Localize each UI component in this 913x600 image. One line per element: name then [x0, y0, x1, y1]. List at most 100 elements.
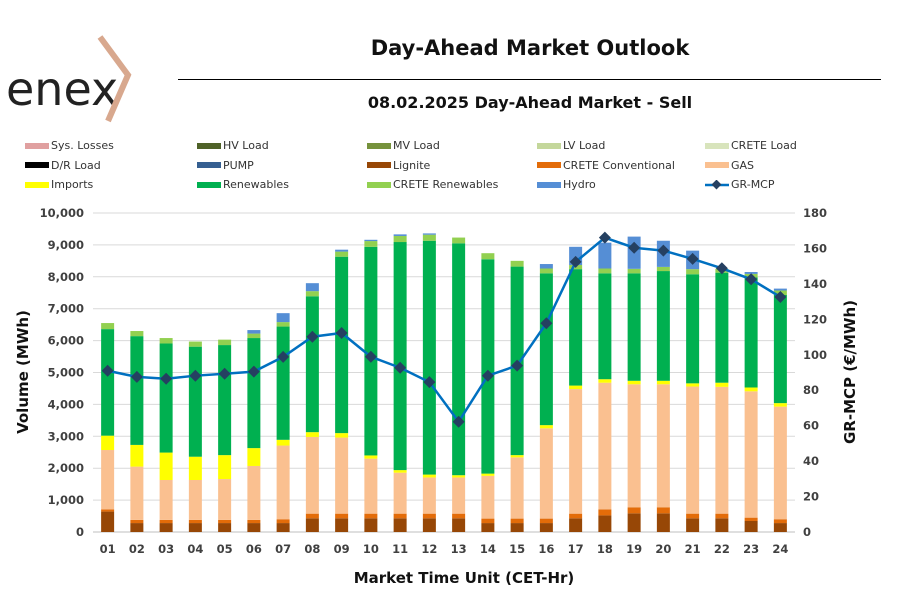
legend-swatch	[537, 142, 561, 149]
bar-imports-20	[656, 380, 670, 385]
bar-crete-renewables-12	[422, 234, 436, 241]
x-tick-label: 03	[158, 542, 174, 556]
bar-crete-renewables-09	[335, 251, 349, 257]
legend-item: CRETE Conventional	[537, 159, 675, 172]
legend-item: Renewables	[197, 178, 289, 191]
bar-lignite-02	[130, 523, 144, 532]
bar-lignite-10	[364, 518, 378, 532]
y2-tick-label: 80	[803, 383, 819, 397]
bar-crete-conventional-02	[130, 519, 144, 524]
legend-label: Sys. Losses	[51, 139, 114, 152]
legend-item: CRETE Renewables	[367, 178, 498, 191]
bar-gas-02	[130, 466, 144, 520]
legend-swatch	[367, 142, 391, 149]
bar-crete-conventional-13	[452, 513, 466, 519]
gr-mcp-point-17	[569, 255, 582, 268]
x-tick-label: 04	[187, 542, 203, 556]
gr-mcp-point-12	[423, 376, 436, 389]
legend-swatch	[537, 162, 561, 168]
legend-label: LV Load	[563, 139, 606, 152]
bar-lignite-24	[773, 523, 787, 532]
gr-mcp-point-21	[686, 252, 699, 265]
y-tick-label: 0	[76, 525, 84, 539]
bar-gas-15	[510, 457, 524, 519]
bar-renewables-23	[744, 277, 758, 388]
title-divider	[178, 79, 881, 80]
gr-mcp-point-20	[657, 244, 670, 257]
bar-renewables-06	[247, 338, 261, 449]
bar-imports-24	[773, 403, 787, 407]
x-tick-label: 01	[100, 542, 116, 556]
gr-mcp-point-11	[394, 361, 407, 374]
gr-mcp-point-02	[130, 370, 143, 383]
gr-mcp-point-23	[745, 273, 758, 286]
bar-lignite-17	[569, 518, 583, 532]
y-tick-label: 9,000	[48, 238, 84, 252]
bar-crete-conventional-15	[510, 518, 524, 524]
bar-crete-conventional-01	[101, 509, 115, 512]
gr-mcp-point-19	[628, 241, 641, 254]
bar-crete-renewables-13	[452, 237, 466, 244]
bar-lignite-22	[715, 518, 729, 532]
bar-gas-23	[744, 391, 758, 518]
legend-label: CRETE Conventional	[563, 158, 675, 172]
x-tick-label: 07	[275, 542, 291, 556]
bar-hydro-24	[773, 288, 787, 291]
bar-gas-24	[773, 406, 787, 520]
x-tick-label: 21	[685, 542, 701, 556]
y-tick-label: 3,000	[48, 429, 84, 443]
legend-item: CRETE Load	[705, 139, 797, 152]
x-tick-label: 12	[421, 542, 437, 556]
bar-crete-conventional-19	[627, 507, 641, 514]
bar-imports-08	[305, 432, 319, 437]
bar-renewables-11	[393, 242, 407, 471]
bar-crete-conventional-06	[247, 519, 261, 524]
bar-renewables-12	[422, 240, 436, 475]
bar-renewables-18	[598, 273, 612, 380]
x-tick-label: 02	[129, 542, 145, 556]
bar-crete-renewables-10	[364, 241, 378, 247]
y2-tick-label: 140	[803, 277, 827, 291]
x-tick-label: 23	[743, 542, 759, 556]
bar-crete-renewables-18	[598, 268, 612, 274]
bar-imports-16	[539, 425, 553, 429]
bar-lignite-03	[159, 523, 173, 532]
bar-crete-conventional-08	[305, 513, 319, 519]
bar-imports-15	[510, 455, 524, 458]
legend-label: Hydro	[563, 178, 596, 191]
bar-crete-renewables-06	[247, 333, 261, 339]
bar-crete-renewables-15	[510, 260, 524, 267]
bar-imports-01	[101, 435, 115, 451]
bar-gas-12	[422, 477, 436, 514]
legend-swatch	[25, 162, 49, 168]
legend-item: PUMP	[197, 159, 254, 172]
bar-imports-17	[569, 385, 583, 390]
legend-item: D/R Load	[25, 159, 101, 172]
bar-crete-conventional-07	[276, 519, 290, 524]
bar-renewables-21	[686, 274, 700, 384]
bar-renewables-03	[159, 343, 173, 453]
bar-lignite-19	[627, 513, 641, 532]
y2-tick-label: 100	[803, 348, 827, 362]
legend-label: D/R Load	[51, 158, 101, 172]
x-tick-label: 18	[597, 542, 613, 556]
bar-gas-20	[656, 384, 670, 508]
bar-renewables-04	[188, 346, 202, 457]
x-tick-label: 14	[480, 542, 496, 556]
gr-mcp-point-15	[511, 359, 524, 372]
legend-item: Imports	[25, 178, 93, 191]
legend-label: GAS	[731, 158, 755, 172]
bar-gas-03	[159, 480, 173, 520]
legend-label: HV Load	[223, 139, 269, 152]
bar-imports-10	[364, 455, 378, 459]
page-title: Day-Ahead Market Outlook	[370, 36, 690, 60]
bar-lignite-16	[539, 523, 553, 532]
bar-lignite-06	[247, 523, 261, 532]
bar-gas-08	[305, 436, 319, 514]
gr-mcp-point-10	[364, 350, 377, 363]
gr-mcp-point-09	[335, 326, 348, 339]
bar-imports-14	[481, 473, 495, 476]
x-tick-label: 19	[626, 542, 642, 556]
bar-gas-17	[569, 389, 583, 514]
x-tick-label: 24	[772, 542, 788, 556]
